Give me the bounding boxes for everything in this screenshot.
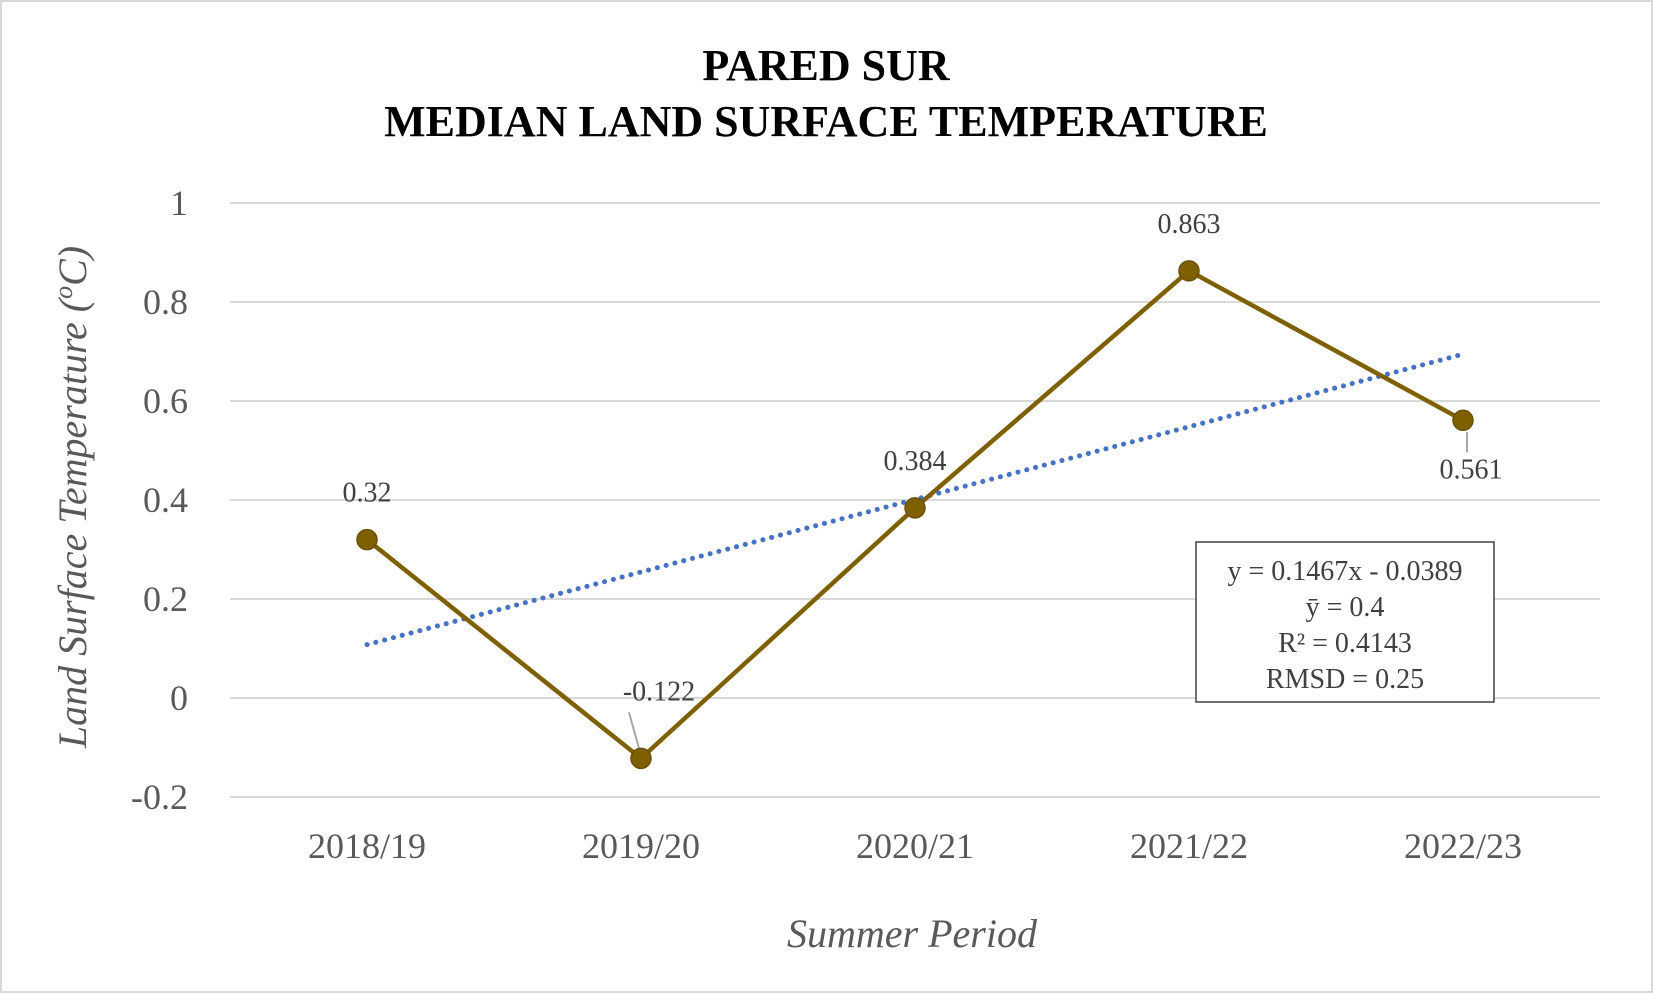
data-point: [1178, 260, 1200, 282]
chart-title-line-1: PARED SUR: [702, 41, 951, 90]
x-tick-label: 2020/21: [856, 826, 974, 866]
leader-line: [628, 712, 640, 749]
x-tick-label: 2019/20: [582, 826, 700, 866]
data-labels: 0.32 -0.122 0.384 0.863 0.561: [343, 209, 1503, 708]
y-tick-label: 0: [170, 678, 188, 718]
data-point: [356, 528, 378, 551]
trendline: [364, 351, 1466, 648]
stats-box-border: [1195, 541, 1495, 703]
y-tick-label: 0.8: [143, 282, 188, 322]
data-point: [904, 497, 926, 519]
y-tick-label: 0.4: [143, 480, 188, 520]
y-axis-label-end: C): [50, 246, 95, 286]
x-tick-label: 2018/19: [308, 826, 426, 866]
y-tick-label: -0.2: [131, 777, 188, 817]
data-label: 0.863: [1158, 209, 1221, 240]
y-axis-label-main: Land Surface Temperature (: [50, 296, 95, 749]
data-markers: [356, 260, 1474, 770]
y-tick-label: 0.6: [143, 381, 188, 421]
data-label: 0.384: [884, 446, 947, 477]
y-tick-labels: -0.2 0 0.2 0.4 0.6 0.8 1: [131, 183, 188, 817]
data-point: [1452, 409, 1474, 432]
y-tick-label: 1: [170, 183, 188, 223]
x-tick-label: 2021/22: [1130, 826, 1248, 866]
y-axis-label-superscript: o: [49, 286, 78, 299]
stats-rmsd: RMSD = 0.25: [1266, 664, 1424, 695]
stats-r-squared: R² = 0.4143: [1278, 628, 1412, 659]
y-axis-label: Land Surface Temperature (oC): [49, 246, 95, 749]
x-tick-labels: 2018/19 2019/20 2020/21 2021/22 2022/23: [308, 826, 1522, 866]
data-point: [630, 747, 652, 770]
data-label: 0.32: [343, 478, 392, 509]
data-label: 0.561: [1440, 454, 1503, 485]
y-tick-label: 0.2: [143, 579, 188, 619]
leader-lines: [628, 432, 1468, 749]
stats-equation: y = 0.1467x - 0.0389: [1227, 556, 1462, 587]
trendline-path: [364, 351, 1466, 648]
chart-title-line-2: MEDIAN LAND SURFACE TEMPERATURE: [384, 97, 1268, 146]
data-label: -0.122: [623, 676, 695, 707]
stats-box: y = 0.1467x - 0.0389 ȳ = 0.4 R² = 0.4143…: [1195, 541, 1495, 703]
x-tick-label: 2022/23: [1404, 826, 1522, 866]
x-axis-label: Summer Period: [787, 911, 1038, 956]
stats-mean: ȳ = 0.4: [1306, 592, 1385, 623]
